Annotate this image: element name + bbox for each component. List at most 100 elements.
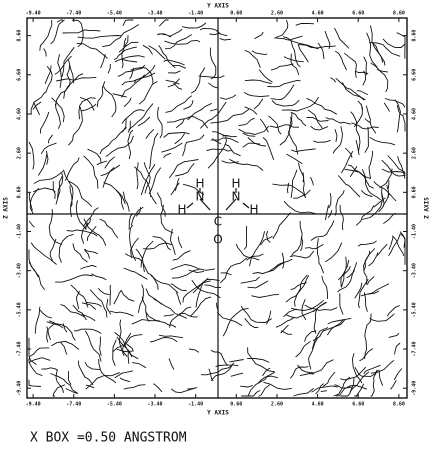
contour-stroke: [87, 148, 102, 163]
x-tick-label-bottom: 8.60: [393, 402, 405, 408]
contour-stroke: [54, 103, 61, 129]
contour-stroke: [45, 150, 49, 165]
y-tick-label-left: -7.40: [17, 341, 23, 356]
contour-stroke: [85, 372, 120, 390]
contour-stroke: [235, 243, 260, 261]
contour-stroke: [247, 137, 267, 147]
contour-stroke: [297, 44, 309, 63]
contour-stroke: [293, 189, 311, 199]
contour-stroke: [54, 55, 72, 75]
contour-stroke: [102, 24, 140, 48]
contour-stroke: [135, 248, 145, 273]
contour-stroke: [28, 357, 51, 363]
contour-stroke: [267, 258, 293, 273]
contour-stroke: [97, 287, 110, 296]
contour-stroke: [80, 103, 97, 112]
contour-stroke: [365, 105, 377, 134]
x-tick-label-bottom: 2.60: [271, 402, 283, 408]
contour-stroke: [340, 256, 347, 288]
contour-stroke: [70, 284, 89, 308]
contour-stroke: [124, 35, 129, 47]
contour-stroke: [295, 340, 311, 358]
contour-stroke: [127, 120, 131, 133]
contour-stroke: [186, 134, 205, 143]
atom-label: H: [177, 203, 186, 217]
contour-stroke: [262, 367, 271, 377]
contour-stroke: [283, 200, 316, 215]
contour-stroke: [116, 348, 133, 352]
contour-stroke: [189, 296, 212, 317]
contour-stroke: [289, 366, 309, 379]
contour-stroke: [254, 31, 264, 40]
contour-stroke: [157, 107, 163, 139]
contour-stroke: [168, 28, 183, 38]
contour-stroke: [251, 294, 280, 298]
contour-stroke: [310, 176, 314, 186]
contour-stroke: [148, 45, 166, 60]
contour-stroke: [379, 168, 393, 189]
contour-stroke: [321, 275, 329, 300]
contour-stroke: [328, 193, 332, 209]
contour-stroke: [272, 183, 307, 198]
contour-stroke: [363, 56, 368, 76]
contour-stroke: [281, 96, 319, 112]
contour-stroke: [384, 98, 406, 108]
contour-stroke: [253, 98, 264, 110]
contour-stroke: [306, 97, 338, 115]
contour-stroke: [163, 152, 172, 159]
contour-stroke: [355, 205, 375, 226]
contour-stroke: [137, 116, 151, 127]
contour-stroke: [219, 37, 232, 41]
x-tick-label-top: -5.40: [107, 11, 122, 17]
contour-stroke: [265, 310, 272, 325]
contour-stroke: [58, 233, 74, 263]
contour-stroke: [28, 379, 41, 387]
contour-stroke: [103, 182, 126, 205]
contour-stroke: [175, 292, 182, 305]
contour-stroke: [355, 140, 360, 155]
contour-stroke: [132, 362, 147, 369]
contour-stroke: [127, 129, 134, 160]
contour-stroke: [150, 275, 179, 294]
contour-stroke: [44, 65, 52, 84]
contour-stroke: [96, 81, 106, 108]
contour-stroke: [244, 106, 258, 115]
contour-stroke: [327, 209, 333, 218]
atom-label: C: [214, 215, 222, 229]
contour-stroke: [164, 39, 201, 45]
contour-stroke: [291, 148, 316, 152]
contour-stroke: [270, 63, 294, 71]
contour-stroke: [113, 290, 122, 305]
contour-stroke: [350, 111, 361, 151]
contour-stroke: [152, 235, 171, 251]
contour-stroke: [121, 72, 156, 86]
contour-stroke: [187, 102, 212, 121]
contour-stroke: [336, 384, 368, 397]
contour-stroke: [290, 111, 307, 127]
contour-stroke: [46, 321, 64, 329]
contour-stroke: [140, 164, 156, 196]
contour-stroke: [210, 108, 250, 124]
x-tick-label-top: -9.40: [26, 11, 41, 17]
contour-stroke: [158, 33, 172, 38]
contour-stroke: [119, 377, 131, 383]
contour-stroke: [262, 137, 275, 160]
contour-stroke: [102, 167, 115, 188]
contour-stroke: [50, 19, 65, 45]
contour-stroke: [204, 284, 221, 288]
contour-stroke: [340, 366, 367, 381]
bond: [199, 198, 211, 211]
contour-stroke: [364, 118, 372, 124]
contour-stroke: [98, 358, 117, 384]
contour-stroke: [206, 148, 232, 152]
contour-stroke: [211, 131, 229, 137]
contour-stroke: [163, 132, 190, 138]
contour-stroke: [137, 284, 144, 313]
contour-stroke: [169, 306, 192, 328]
contour-stroke: [130, 67, 154, 84]
contour-stroke: [188, 348, 200, 353]
contour-stroke: [28, 220, 35, 228]
contour-stroke: [361, 192, 383, 220]
contour-stroke: [313, 139, 331, 143]
contour-stroke: [190, 67, 206, 94]
